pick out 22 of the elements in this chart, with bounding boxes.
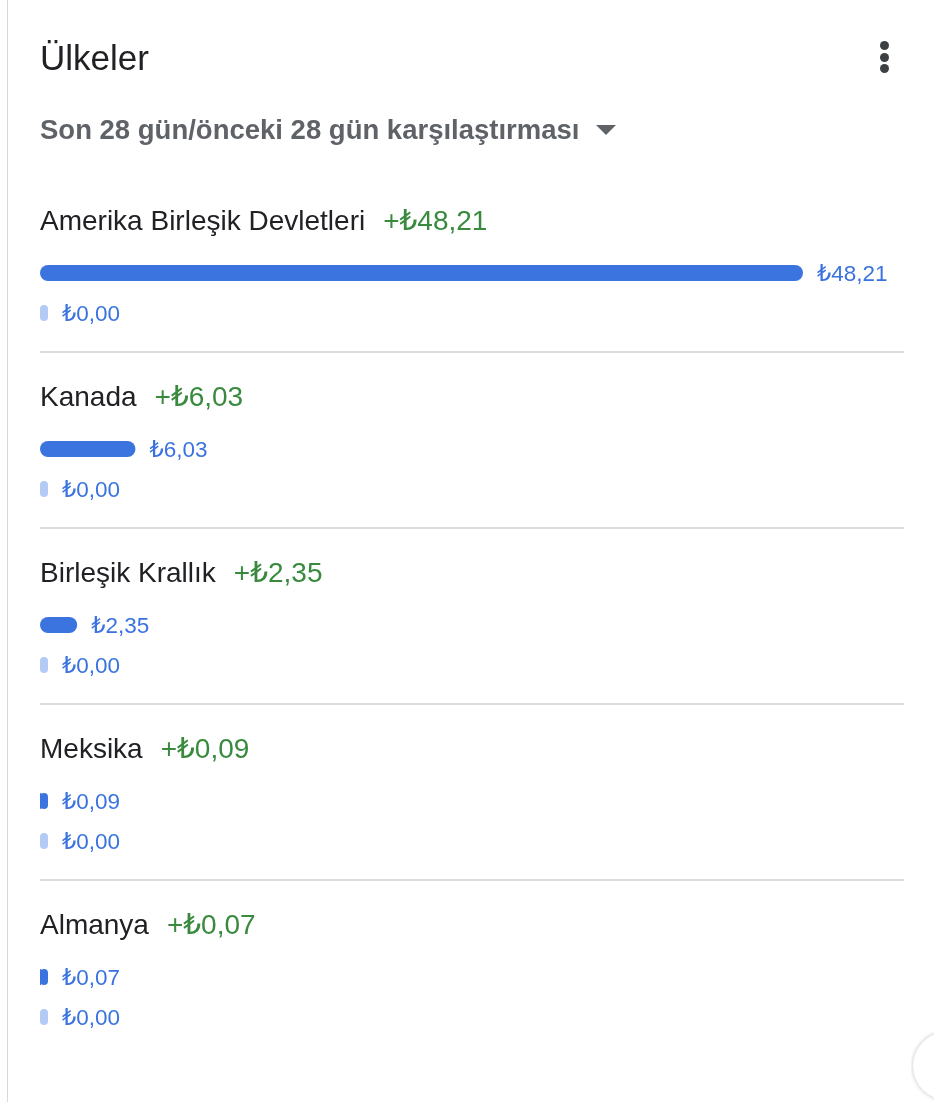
y-tick-label: Almanya	[40, 909, 150, 940]
data-label: ₺0,00	[62, 653, 121, 678]
y-tick-label: Meksika	[40, 733, 144, 764]
data-label: ₺0,00	[62, 301, 121, 326]
y-tick-label: Amerika Birleşik Devletleri	[40, 205, 366, 236]
y-tick-label: Birleşik Krallık	[40, 557, 217, 588]
y-tick-label: Kanada	[40, 381, 137, 412]
data-label: ₺0,00	[62, 477, 121, 502]
annotation: +₺0,07	[166, 909, 256, 940]
data-label: ₺0,00	[62, 829, 121, 854]
chart-title: Ülkeler	[40, 38, 149, 78]
data-label: ₺6,03	[149, 437, 208, 462]
data-label: ₺0,09	[62, 789, 121, 814]
annotation: +₺2,35	[233, 557, 323, 588]
data-label: ₺0,00	[62, 1005, 121, 1030]
annotation: +₺0,09	[160, 733, 250, 764]
chart-subtitle: Son 28 gün/önceki 28 gün karşılaştırması	[40, 114, 580, 146]
annotation: +₺48,21	[383, 205, 488, 236]
annotation: +₺6,03	[154, 381, 244, 412]
data-label: ₺48,21	[817, 261, 888, 286]
data-label: ₺2,35	[91, 613, 150, 638]
data-label: ₺0,07	[62, 965, 121, 990]
